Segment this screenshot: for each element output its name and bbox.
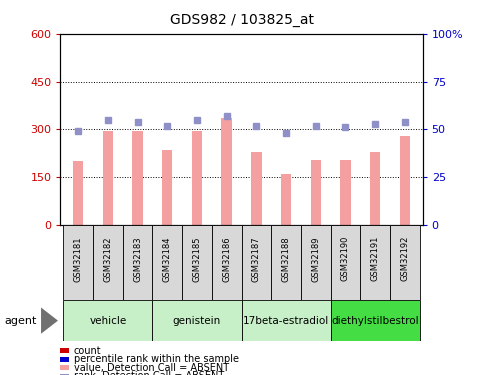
Bar — [222, 118, 232, 225]
Bar — [271, 225, 301, 300]
Bar — [242, 225, 271, 300]
Text: genistein: genistein — [173, 316, 221, 326]
Text: GSM32183: GSM32183 — [133, 236, 142, 282]
Text: GSM32190: GSM32190 — [341, 236, 350, 281]
Bar — [330, 225, 360, 300]
Text: GSM32186: GSM32186 — [222, 236, 231, 282]
Bar — [162, 150, 172, 225]
Bar — [63, 300, 153, 341]
Bar — [123, 225, 153, 300]
Bar — [103, 131, 113, 225]
Bar — [73, 161, 84, 225]
Bar — [153, 225, 182, 300]
Text: GSM32187: GSM32187 — [252, 236, 261, 282]
Bar — [370, 152, 380, 225]
Text: agent: agent — [5, 316, 37, 326]
Text: diethylstilbestrol: diethylstilbestrol — [331, 316, 419, 326]
Text: GSM32191: GSM32191 — [370, 236, 380, 281]
Bar — [182, 225, 212, 300]
Bar — [281, 174, 291, 225]
Text: value, Detection Call = ABSENT: value, Detection Call = ABSENT — [74, 363, 229, 373]
Text: GSM32192: GSM32192 — [400, 236, 409, 281]
Text: 17beta-estradiol: 17beta-estradiol — [243, 316, 329, 326]
Bar — [390, 225, 420, 300]
Bar — [212, 225, 242, 300]
Bar — [330, 300, 420, 341]
Text: GSM32182: GSM32182 — [103, 236, 113, 282]
Bar — [360, 225, 390, 300]
Bar — [153, 300, 242, 341]
Bar — [192, 131, 202, 225]
Text: GSM32189: GSM32189 — [311, 236, 320, 282]
Text: count: count — [74, 346, 101, 355]
Bar — [251, 152, 261, 225]
Bar — [340, 160, 351, 225]
Text: GSM32181: GSM32181 — [74, 236, 83, 282]
Text: GDS982 / 103825_at: GDS982 / 103825_at — [170, 13, 313, 27]
Bar — [311, 160, 321, 225]
Bar — [242, 300, 330, 341]
Polygon shape — [41, 308, 58, 334]
Bar — [93, 225, 123, 300]
Text: percentile rank within the sample: percentile rank within the sample — [74, 354, 239, 364]
Text: rank, Detection Call = ABSENT: rank, Detection Call = ABSENT — [74, 372, 224, 375]
Bar — [63, 225, 93, 300]
Bar — [301, 225, 330, 300]
Text: GSM32185: GSM32185 — [192, 236, 201, 282]
Bar — [132, 131, 143, 225]
Text: GSM32188: GSM32188 — [282, 236, 291, 282]
Text: vehicle: vehicle — [89, 316, 127, 326]
Bar — [399, 136, 410, 225]
Text: GSM32184: GSM32184 — [163, 236, 172, 282]
